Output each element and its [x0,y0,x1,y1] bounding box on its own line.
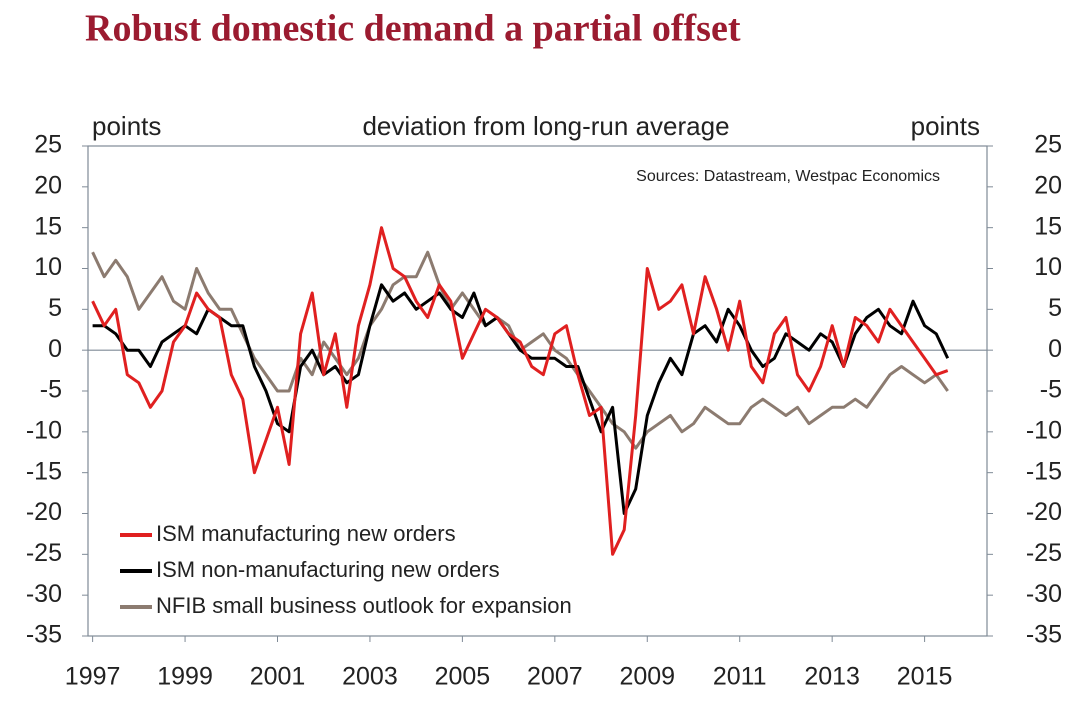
y-axis-label: points [92,111,161,141]
y-tick-label: -10 [26,416,62,444]
y-tick-label: 10 [34,253,62,281]
legend-label: NFIB small business outlook for expansio… [156,593,572,618]
x-tick-label: 2015 [897,663,953,691]
y-tick-label: -15 [26,457,62,485]
x-tick-label: 2003 [342,663,398,691]
x-tick-label: 2013 [804,663,860,691]
y-tick-label: -35 [26,621,62,649]
y-tick-label: 15 [34,212,62,240]
y-tick-label: -20 [26,498,62,526]
series-line [91,226,949,556]
y2-tick-label: 10 [1034,253,1062,281]
series-line [92,283,950,515]
x-tick-label: 2011 [713,663,767,691]
subtitle: deviation from long-run average [362,111,729,141]
y2-tick-label: -30 [1026,580,1062,608]
y2-tick-label: 20 [1034,171,1062,199]
x-tick-label: 1999 [157,663,213,691]
y2-tick-label: 15 [1034,212,1062,240]
source-note: Sources: Datastream, Westpac Economics [636,168,940,185]
y-tick-label: 20 [34,171,62,199]
y2-tick-label: -10 [1026,416,1062,444]
y-tick-label: 0 [48,335,62,363]
x-tick-label: 2001 [250,663,306,691]
y-tick-label: -25 [26,539,62,567]
y2-tick-label: 5 [1048,294,1062,322]
x-tick-label: 2005 [435,663,491,691]
y2-tick-label: -5 [1040,376,1062,404]
y2-tick-label: -20 [1026,498,1062,526]
chart-title: Robust domestic demand a partial offset [85,8,741,50]
legend-label: ISM manufacturing new orders [156,521,456,546]
legend-label: ISM non-manufacturing new orders [156,557,500,582]
y-tick-label: -30 [26,580,62,608]
x-tick-label: 2009 [619,663,675,691]
y-tick-label: 25 [34,131,62,159]
y2-axis-label: points [911,111,980,141]
y-tick-label: 5 [48,294,62,322]
x-tick-label: 1997 [65,663,121,691]
x-tick-label: 2007 [527,663,583,691]
y2-tick-label: -25 [1026,539,1062,567]
y-tick-label: -5 [40,376,62,404]
y2-tick-label: 0 [1048,335,1062,363]
y2-tick-label: -35 [1026,621,1062,649]
y2-tick-label: 25 [1034,131,1062,159]
y2-tick-label: -15 [1026,457,1062,485]
